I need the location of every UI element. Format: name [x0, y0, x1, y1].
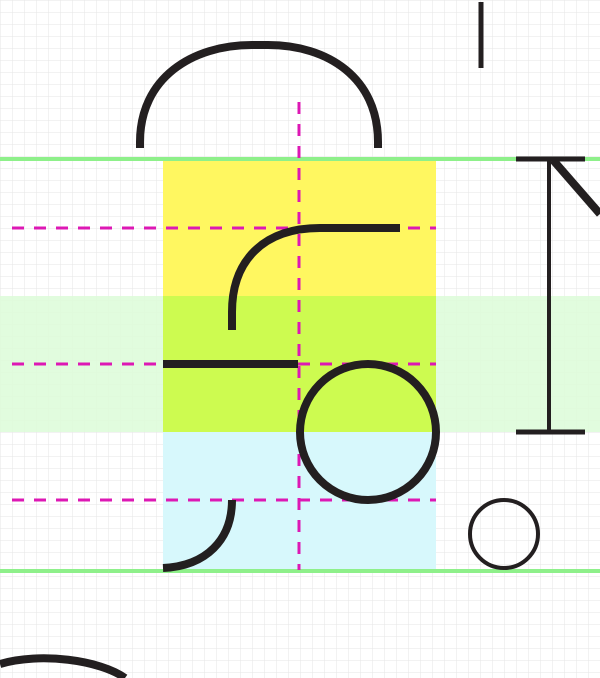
diagonal-stroke	[549, 157, 600, 217]
large-circle	[296, 360, 440, 504]
lower-tail-stroke	[162, 499, 236, 572]
upper-hook-stroke	[228, 224, 400, 330]
glyph-strokes	[0, 41, 600, 678]
top-arch-stroke	[136, 41, 382, 148]
bottom-arc-stroke	[0, 654, 128, 678]
small-circle	[468, 498, 540, 570]
height-dimension-marker	[516, 156, 585, 435]
